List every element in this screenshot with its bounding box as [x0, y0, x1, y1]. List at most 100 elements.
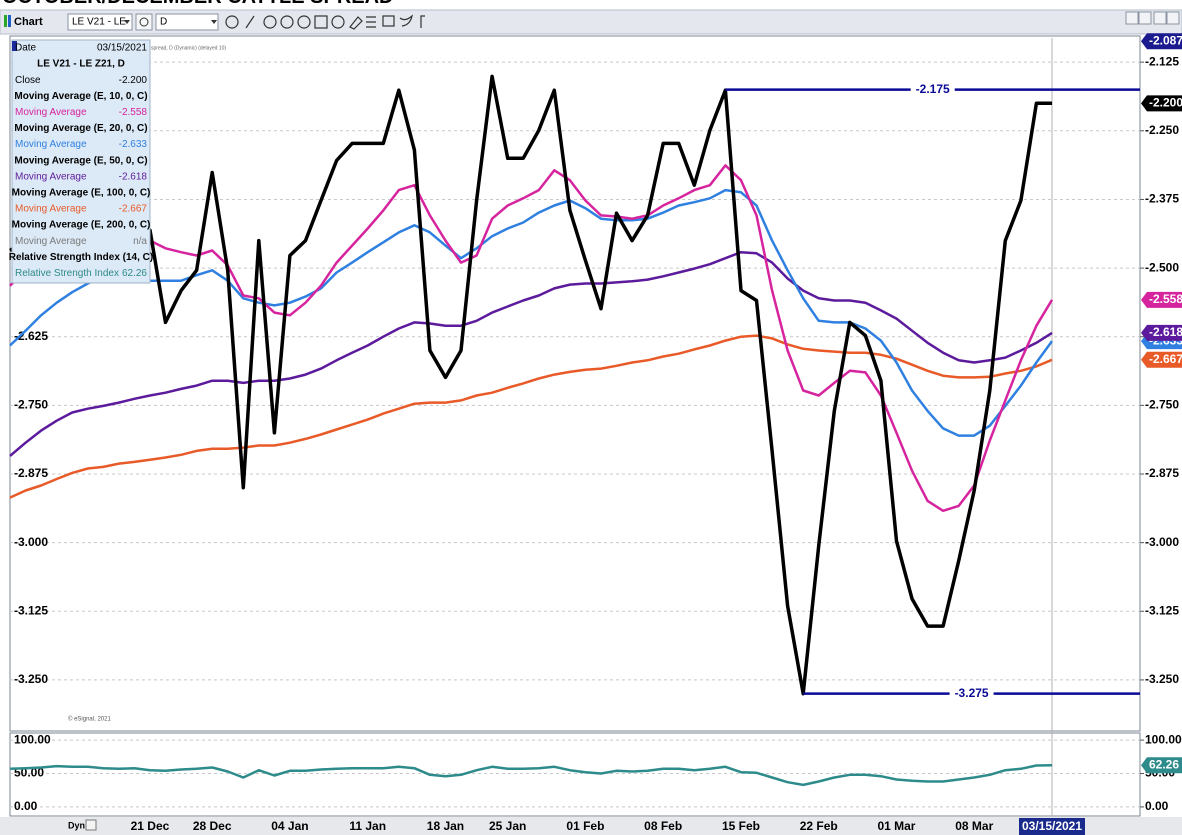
y-tick-label: -2.750 [14, 398, 48, 412]
info-value: -2.200 [119, 75, 148, 86]
x-tick-label: 03/15/2021 [1022, 819, 1082, 833]
study-line [9, 334, 1053, 499]
window-button[interactable] [1166, 11, 1180, 25]
info-value: -2.618 [119, 171, 148, 182]
info-value: n/a [133, 236, 147, 247]
value-badge-label: -2.558 [1149, 292, 1182, 306]
study-line [9, 188, 1054, 437]
tool-icon[interactable] [349, 16, 363, 30]
x-tick-label: 01 Mar [877, 819, 915, 833]
x-tick-label: 18 Jan [427, 819, 464, 833]
tool-icon[interactable] [382, 15, 395, 27]
search-icon [139, 17, 149, 27]
value-badge-label: -2.200 [1149, 96, 1182, 110]
value-badge [1141, 33, 1182, 50]
study-line [9, 764, 1053, 787]
tool-icon[interactable] [331, 15, 345, 29]
y-tick-label: -3.125 [14, 603, 48, 617]
page-title: OCTOBER/DECEMBER CATTLE SPREAD [2, 0, 394, 8]
x-tick-label: 22 Feb [800, 819, 838, 833]
y-tick-label: 0.00 [14, 799, 38, 813]
x-tick-label: 08 Feb [644, 819, 682, 833]
info-label: Moving Average [15, 236, 87, 247]
window-button[interactable] [1153, 11, 1167, 25]
copyright: © eSignal, 2021 [68, 716, 111, 723]
value-badge [1141, 95, 1182, 112]
x-tick-label: 01 Feb [566, 819, 604, 833]
window-button[interactable] [1138, 11, 1152, 25]
search-button[interactable] [135, 13, 153, 31]
x-tick-label: 21 Dec [131, 819, 170, 833]
value-badge [1141, 757, 1182, 774]
y-tick-label: -2.250 [1145, 123, 1179, 137]
value-badge-label: -2.618 [1149, 325, 1182, 339]
symbol-field-text: LE V21 - LE [72, 17, 126, 28]
y-tick-label: -2.750 [1145, 398, 1179, 412]
y-tick-label: 100.00 [14, 732, 51, 746]
tool-icon[interactable] [399, 14, 413, 27]
chart-icon [4, 15, 7, 27]
y-tick-label: -2.375 [1145, 192, 1179, 206]
tool-icon[interactable] [297, 15, 311, 29]
info-value: 62.26 [122, 268, 147, 279]
dyn-label: Dyn [68, 820, 85, 830]
tool-icon[interactable] [420, 15, 425, 28]
info-value: -2.633 [119, 139, 148, 150]
dyn-button[interactable] [85, 819, 97, 831]
info-label: Moving Average [15, 107, 87, 118]
y-tick-label: -3.250 [1145, 672, 1179, 686]
status-text: spread, D (Dynamic) (delayed 10) [151, 45, 226, 51]
value-badge-label: -2.667 [1149, 352, 1182, 366]
info-heading: Relative Strength Index (14, C) [9, 252, 153, 263]
tool-icon[interactable] [366, 16, 376, 28]
chart-icon [8, 15, 11, 27]
dropdown-arrow[interactable] [124, 20, 130, 24]
y-tick-label: 100.00 [1145, 732, 1182, 746]
level-label-bg [910, 82, 955, 97]
value-badge-label: -2.087 [1149, 33, 1182, 47]
y-tick-label: -3.000 [1145, 535, 1179, 549]
tool-icon[interactable] [314, 15, 328, 29]
x-tick-label: 11 Jan [349, 819, 386, 833]
info-label: Moving Average [15, 171, 87, 182]
y-tick-label: -3.125 [1145, 603, 1179, 617]
window-button[interactable] [1125, 11, 1139, 25]
info-heading: LE V21 - LE Z21, D [37, 59, 125, 70]
x-tick-label: 08 Mar [955, 819, 993, 833]
close-line [9, 74, 1052, 696]
rsi-pane [9, 732, 1141, 817]
tool-icon[interactable] [263, 15, 277, 29]
value-badge [1141, 324, 1182, 341]
info-marker [12, 41, 17, 51]
y-tick-label: -2.875 [14, 466, 48, 480]
y-tick-label: -2.500 [1145, 260, 1179, 274]
tool-icon[interactable] [280, 15, 294, 29]
x-tick-label: 15 Feb [722, 819, 760, 833]
info-label: Close [15, 75, 41, 86]
tool-icon[interactable] [225, 15, 239, 29]
value-badge [1141, 291, 1182, 308]
info-heading: Moving Average (E, 50, 0, C) [14, 155, 147, 166]
interval-field-text: D [160, 17, 167, 28]
level-label-bg [949, 686, 994, 701]
interval-field[interactable] [155, 13, 219, 31]
y-tick-label: -2.125 [1145, 54, 1179, 68]
info-label: Moving Average [15, 139, 87, 150]
time-axis [0, 817, 1182, 835]
symbol-field[interactable] [67, 13, 133, 31]
y-tick-label: -3.000 [14, 535, 48, 549]
study-line [9, 250, 1053, 457]
y-tick-label: -3.250 [14, 672, 48, 686]
level-label: -2.175 [916, 82, 950, 96]
info-heading: Moving Average (E, 100, 0, C) [12, 188, 151, 199]
value-badge-label: 62.26 [1149, 757, 1179, 771]
y-tick-label: 0.00 [1145, 799, 1169, 813]
tool-icon[interactable] [245, 15, 255, 29]
dropdown-arrow[interactable] [211, 20, 217, 24]
x-tick-label: 28 Dec [193, 819, 232, 833]
info-label: Date [15, 43, 37, 54]
date-highlight [1019, 818, 1085, 835]
y-tick-label: -2.875 [1145, 466, 1179, 480]
info-box [11, 39, 151, 284]
